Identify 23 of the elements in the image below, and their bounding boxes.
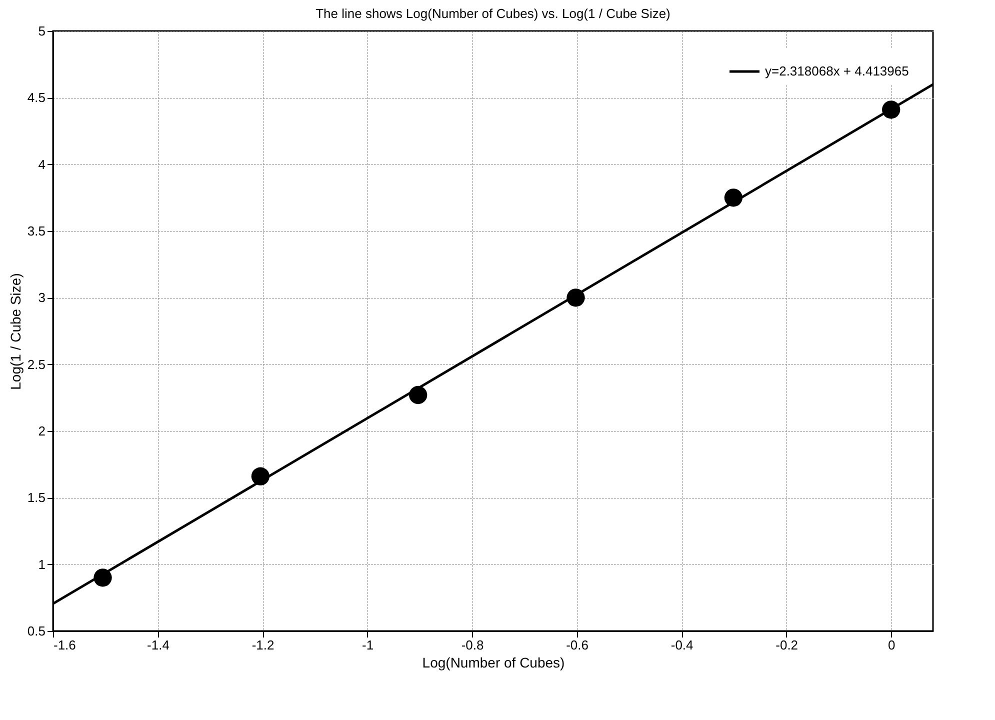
x-tick-label: -0.6 [566, 638, 589, 652]
y-tick-label: 4 [38, 156, 46, 172]
y-tick-label: 0.5 [27, 624, 46, 638]
chart-title: The line shows Log(Number of Cubes) vs. Log(1 / Cube Size) [316, 6, 670, 21]
x-tick-label: -0.2 [776, 638, 798, 652]
x-tick-label: -0.4 [670, 638, 694, 652]
x-tick-label: 0 [888, 638, 896, 652]
y-tick-label: 4.5 [27, 90, 46, 106]
x-tick-label: -1.2 [252, 638, 274, 652]
x-axis-title: Log(Number of Cubes) [422, 654, 565, 670]
x-tick-label: -1.4 [147, 638, 170, 652]
y-tick-label: 1.5 [27, 490, 46, 506]
y-tick-label: 2.5 [27, 356, 46, 372]
x-tick-label: -1.6 [54, 638, 76, 652]
y-tick-label: 1 [38, 556, 46, 572]
x-tick-label: -0.8 [461, 638, 484, 652]
y-tick-label: 2 [38, 424, 46, 438]
legend-label: y=2.318068x + 4.413965 [765, 64, 909, 78]
y-axis-title: Log(1 / Cube Size) [7, 273, 24, 390]
y-tick-label: 3.5 [27, 224, 46, 238]
x-tick-label: -1 [362, 638, 374, 652]
y-tick-label: 5 [38, 24, 46, 38]
y-tick-label: 3 [38, 290, 46, 306]
